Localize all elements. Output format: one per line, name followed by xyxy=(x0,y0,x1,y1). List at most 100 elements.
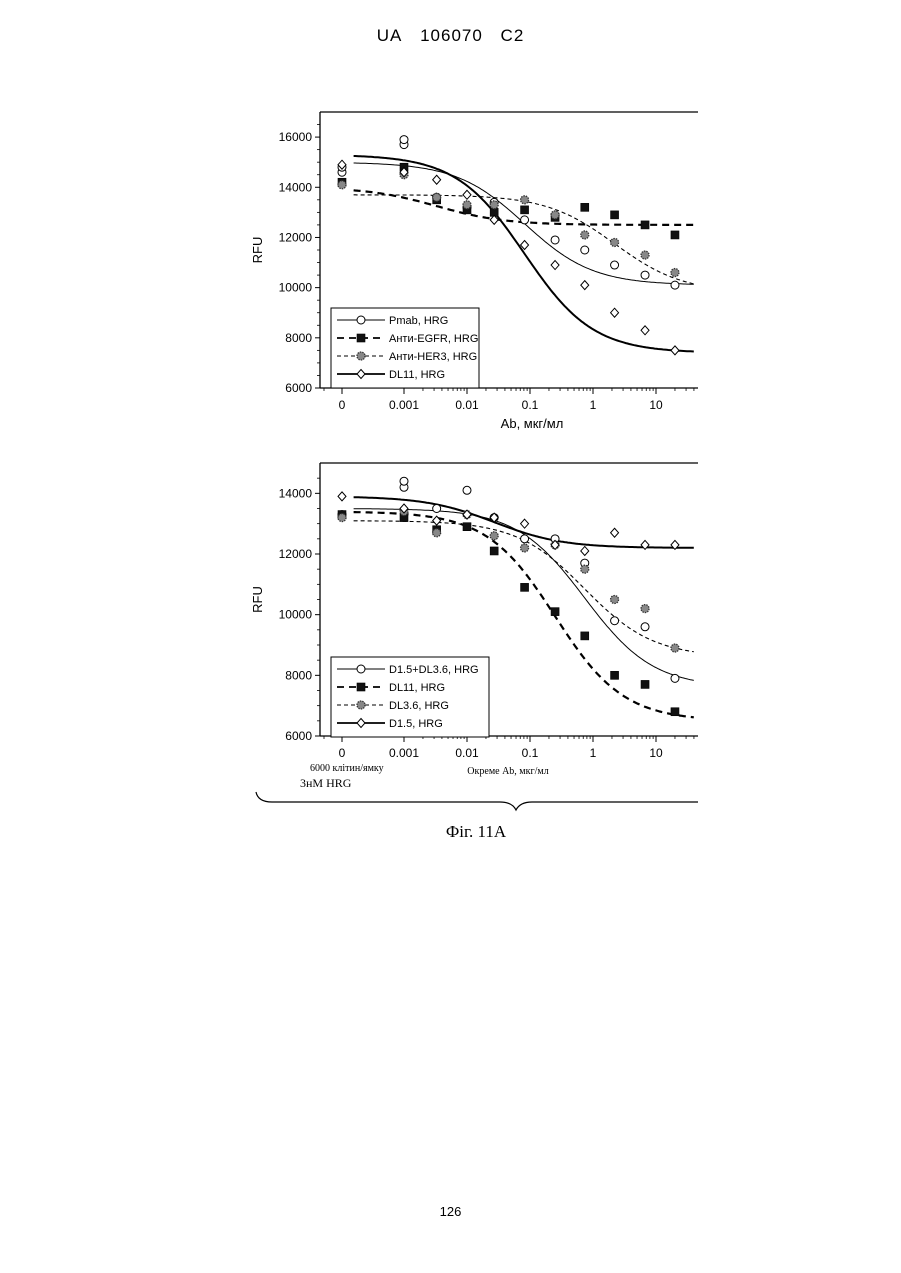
marker-s1-p8 xyxy=(611,211,619,219)
marker-s3-p7 xyxy=(581,281,589,290)
x-axis-label: Окреме Ab, мкг/мл xyxy=(467,766,548,777)
marker-s3-p0 xyxy=(338,492,346,501)
legend-label-s0: D1.5+DL3.6, HRG xyxy=(389,664,479,676)
y-tick-label: 14000 xyxy=(279,486,313,500)
x-tick-label: 0.001 xyxy=(389,746,419,760)
marker-s2-p0 xyxy=(338,514,346,522)
x-tick-label: 0.1 xyxy=(522,746,539,760)
y-tick-label: 12000 xyxy=(279,547,313,561)
x-tick-label: 10 xyxy=(649,746,663,760)
marker-s2-p4 xyxy=(490,201,498,209)
y-tick-label: 14000 xyxy=(279,180,313,194)
legend-label-s2: Анти-HER3, HRG xyxy=(389,351,477,363)
y-tick-label: 8000 xyxy=(285,668,312,682)
chart-top: 600080001000012000140001600000.0010.010.… xyxy=(250,112,698,431)
marker-s2-p6 xyxy=(551,211,559,219)
marker-s1-p10 xyxy=(671,708,679,716)
marker-s0-p9 xyxy=(581,246,589,254)
marker-s1-p10 xyxy=(671,231,679,239)
x-tick-label: 0.01 xyxy=(455,398,479,412)
marker-s0-p11 xyxy=(671,674,679,682)
marker-s0-p2 xyxy=(400,477,408,485)
marker-s0-p7 xyxy=(521,216,529,224)
marker-s3-p7 xyxy=(581,546,589,555)
marker-s1-plegend xyxy=(357,683,365,691)
y-tick-label: 6000 xyxy=(285,729,312,743)
x-tick-label: 1 xyxy=(590,746,597,760)
marker-s1-p6 xyxy=(551,608,559,616)
cells-per-well-note: 6000 клітин/ямку xyxy=(310,763,384,774)
marker-s0-p10 xyxy=(611,261,619,269)
marker-s2-plegend xyxy=(357,701,365,709)
x-tick-label: 0.1 xyxy=(522,398,539,412)
marker-s1-p7 xyxy=(581,203,589,211)
y-axis-label: RFU xyxy=(250,237,265,264)
marker-s2-p9 xyxy=(641,605,649,613)
marker-s0-p11 xyxy=(641,271,649,279)
legend-label-s1: Анти-EGFR, HRG xyxy=(389,333,478,345)
marker-s1-p5 xyxy=(521,206,529,214)
marker-s2-p7 xyxy=(581,231,589,239)
marker-s3-p9 xyxy=(641,326,649,335)
y-axis-label: RFU xyxy=(250,586,265,613)
chart-bottom: 6000 8000 10000 12000 14000 0 0.001 0.01 0.1 1 10 R… xyxy=(250,463,698,777)
marker-s0-p8 xyxy=(551,236,559,244)
marker-s2-p5 xyxy=(521,544,529,552)
y-tick-label: 12000 xyxy=(279,230,313,244)
marker-s1-p9 xyxy=(641,221,649,229)
marker-s2-p5 xyxy=(521,196,529,204)
marker-s0-plegend xyxy=(357,665,365,673)
marker-s3-p8 xyxy=(611,528,619,537)
marker-s3-p10 xyxy=(671,346,679,355)
legend-label-s1: DL11, HRG xyxy=(389,682,445,694)
marker-s2-plegend xyxy=(357,352,365,360)
legend: D1.5+DL3.6, HRGDL11, HRGDL3.6, HRGD1.5, … xyxy=(331,657,489,737)
marker-s0-plegend xyxy=(357,316,365,324)
marker-s2-p7 xyxy=(581,565,589,573)
marker-s3-p2 xyxy=(433,175,441,184)
group-brace xyxy=(256,792,698,810)
marker-s3-p3 xyxy=(463,190,471,199)
marker-s0-p10 xyxy=(641,623,649,631)
marker-s0-p6 xyxy=(521,535,529,543)
marker-s2-p10 xyxy=(671,644,679,652)
y-tick-label: 8000 xyxy=(285,331,312,345)
marker-s0-p3 xyxy=(433,505,441,513)
x-tick-label: 10 xyxy=(649,398,663,412)
marker-s1-p4 xyxy=(490,547,498,555)
legend-label-s3: DL11, HRG xyxy=(389,369,445,381)
marker-s2-p8 xyxy=(611,596,619,604)
y-tick-label: 6000 xyxy=(285,381,312,395)
marker-s0-p12 xyxy=(671,281,679,289)
marker-s2-p10 xyxy=(671,269,679,277)
y-tick-label: 10000 xyxy=(279,608,313,622)
marker-s1-p3 xyxy=(463,523,471,531)
marker-s1-plegend xyxy=(357,334,365,342)
marker-s0-p4 xyxy=(463,486,471,494)
marker-s2-p4 xyxy=(490,532,498,540)
x-tick-label: 0 xyxy=(339,746,346,760)
marker-s0-p3 xyxy=(400,136,408,144)
marker-s2-p0 xyxy=(338,181,346,189)
marker-s2-p8 xyxy=(611,238,619,246)
x-tick-label: 0 xyxy=(339,398,346,412)
marker-s2-p2 xyxy=(433,193,441,201)
x-tick-label: 1 xyxy=(590,398,597,412)
legend-label-s0: Pmab, HRG xyxy=(389,315,448,327)
marker-s2-p2 xyxy=(433,529,441,537)
legend-label-s2: DL3.6, HRG xyxy=(389,700,449,712)
x-tick-label: 0.01 xyxy=(455,746,479,760)
y-tick-label: 16000 xyxy=(279,130,313,144)
page-number: 126 xyxy=(0,1204,901,1219)
marker-s1-p5 xyxy=(521,583,529,591)
y-tick-label: 10000 xyxy=(279,281,313,295)
marker-s1-p8 xyxy=(611,671,619,679)
marker-s3-p8 xyxy=(611,308,619,317)
x-axis-label: Ab, мкг/мл xyxy=(501,416,564,431)
marker-s0-p9 xyxy=(611,617,619,625)
marker-s3-p6 xyxy=(551,261,559,270)
marker-s1-p7 xyxy=(581,632,589,640)
marker-s1-p9 xyxy=(641,680,649,688)
marker-s2-p9 xyxy=(641,251,649,259)
